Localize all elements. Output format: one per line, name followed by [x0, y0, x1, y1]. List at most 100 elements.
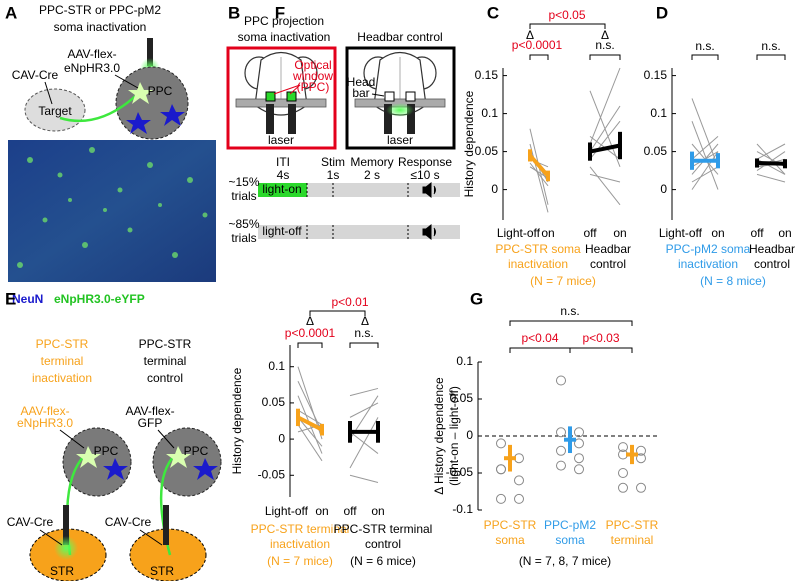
pointer	[139, 529, 163, 546]
light-period	[258, 183, 307, 197]
annotation: Δ	[306, 314, 314, 328]
label: AAV-flex-	[20, 404, 69, 418]
subject-point	[574, 438, 584, 449]
x-tick-label: on	[541, 226, 554, 240]
label: terminal	[41, 354, 84, 368]
x-tick-label: off	[343, 504, 357, 518]
light-glow	[386, 103, 414, 117]
y-tick-label: -0.1	[452, 502, 473, 516]
panel-label: C	[487, 3, 499, 22]
annotation: p<0.04	[521, 331, 558, 345]
label: AAV-flex-	[125, 404, 174, 418]
subject-line	[589, 120, 621, 160]
subject-line	[589, 166, 621, 206]
y-tick-label: 0.05	[450, 391, 474, 405]
subject-point	[636, 453, 646, 464]
light-glow	[54, 536, 78, 560]
x-tick-label: on	[778, 226, 791, 240]
label: PPC	[148, 84, 173, 98]
subject-line	[529, 143, 549, 213]
label: GFP	[138, 416, 163, 430]
label: Memory	[350, 155, 393, 169]
panel-title: PPC-STR or PPC-pM2	[39, 3, 161, 17]
label: 4s	[277, 168, 290, 182]
panel-label: D	[656, 3, 668, 22]
laser-fiber	[384, 104, 392, 134]
histology-image	[8, 140, 216, 282]
x-tick-label: Light-off	[659, 226, 703, 240]
mean-line	[756, 161, 786, 166]
group-note: (N = 6 mice)	[350, 554, 416, 568]
panel-title: soma inactivation	[238, 30, 331, 44]
annotation: n.s.	[560, 304, 579, 318]
y-tick-label: 0	[278, 431, 285, 445]
pointer	[39, 529, 63, 546]
y-tick-label: 0.15	[475, 68, 499, 82]
x-tick-label: off	[750, 226, 764, 240]
label: ~15%	[228, 175, 259, 189]
group-label: Headbar	[585, 242, 631, 256]
label: window	[292, 69, 333, 83]
subject-point	[496, 493, 506, 504]
label: inactivation	[32, 371, 92, 385]
x-tick-label: on	[711, 226, 724, 240]
laser-fiber	[288, 104, 296, 134]
group-label: PPC-STR terminal	[251, 522, 350, 536]
subject-line	[691, 151, 719, 190]
panel-title: PPC projection	[244, 14, 324, 28]
subject-point	[618, 468, 628, 478]
subject-point	[556, 445, 566, 456]
note: (N = 7, 8, 7 mice)	[519, 554, 611, 568]
subject-line	[349, 474, 379, 484]
panel-label: A	[5, 3, 17, 22]
pointer	[157, 429, 175, 449]
significance-bracket	[756, 54, 786, 60]
optical-window	[286, 91, 297, 102]
panel-title: soma inactivation	[54, 20, 147, 34]
group-label: inactivation	[508, 257, 568, 271]
mean-line	[297, 415, 323, 432]
subject-line	[297, 409, 323, 426]
y-tick-label: -0.05	[446, 465, 474, 479]
label: CAV-Cre	[105, 515, 152, 529]
label: bar	[352, 86, 369, 100]
neuron	[128, 82, 153, 104]
group-label: inactivation	[270, 537, 330, 551]
speaker-icon	[422, 223, 436, 241]
panel-label: B	[228, 3, 240, 22]
laser-fiber	[407, 104, 415, 134]
x-tick-label: soma	[555, 533, 585, 547]
label: PPC-STR	[139, 337, 192, 351]
annotation: p<0.0001	[512, 38, 563, 52]
subject-line	[691, 121, 719, 190]
speaker-icon	[422, 181, 436, 199]
significance-bracket	[349, 342, 379, 348]
axon	[59, 91, 141, 123]
label: AAV-flex-	[67, 47, 116, 61]
y-tick-label: 0.1	[268, 359, 285, 373]
label: 2 s	[364, 168, 380, 182]
x-tick-label: on	[315, 504, 328, 518]
label: 1s	[327, 168, 340, 182]
y-axis-label: History dependence	[230, 367, 244, 474]
label: STR	[50, 564, 74, 578]
panel-a-diagram	[8, 38, 216, 282]
group-label: control	[754, 257, 790, 271]
x-tick-label: off	[583, 226, 597, 240]
label: STR	[150, 564, 174, 578]
annotation: p<0.03	[582, 331, 619, 345]
panel-label: E	[5, 289, 16, 308]
subject-point	[556, 427, 566, 438]
y-tick-label: 0.05	[262, 395, 286, 409]
y-tick-label: 0.05	[644, 144, 668, 158]
group-note: (N = 7 mice)	[267, 554, 333, 568]
significance-bracket	[509, 320, 633, 326]
subject-line	[349, 417, 379, 469]
group-note: (N = 7 mice)	[530, 274, 596, 288]
y-axis-label: History dependence	[462, 90, 476, 197]
ppc-region	[152, 427, 222, 497]
fiber	[147, 38, 153, 66]
annotation: Δ	[526, 28, 534, 42]
annotation: n.s.	[354, 326, 373, 340]
labeled-cells	[17, 147, 208, 268]
